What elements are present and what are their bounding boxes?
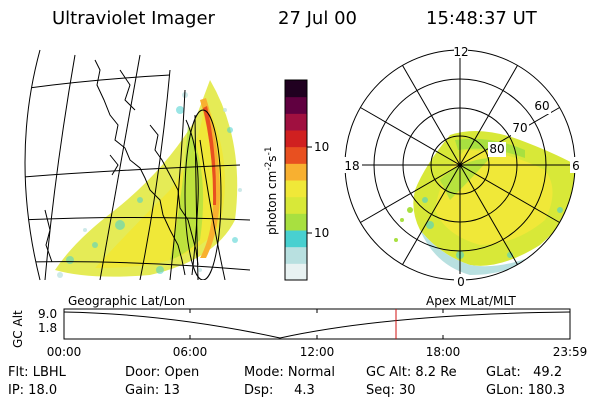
- timeline-axis-label: GC Alt: [11, 310, 25, 348]
- altitude-timeline: GC Alt 9.0 1.8 00:00 06:00 12:00 18:00 2…: [11, 307, 588, 359]
- colorbar-swatch: [285, 180, 307, 198]
- gain-value: Gain: 13: [125, 383, 180, 398]
- timeline-xtick-0000: 00:00: [47, 345, 82, 359]
- mlt-label-12: 12: [453, 45, 468, 59]
- polar-mlt-spokes: [345, 50, 575, 280]
- colorbar-label-10: 10: [314, 226, 329, 240]
- colorbar-swatch: [285, 230, 307, 248]
- sequence-value: Seq: 30: [366, 383, 416, 398]
- ip-value: IP: 18.0: [8, 383, 58, 398]
- colorbar-swatch: [285, 246, 307, 264]
- colorbar-label-100: 100: [314, 140, 330, 154]
- mode-value: Mode: Normal: [244, 365, 335, 380]
- colorbar-swatch: [285, 263, 307, 281]
- geographic-panel-label: Geographic Lat/Lon: [68, 294, 186, 308]
- geo-limb: [24, 49, 41, 281]
- geo-coastlines: [44, 59, 199, 276]
- timeline-xtick-1200: 12:00: [300, 345, 335, 359]
- mlat-label-60: 60: [534, 99, 549, 113]
- observation-date: 27 Jul 00: [278, 8, 357, 29]
- geo-longitude-grid: [44, 54, 226, 280]
- colorbar-swatch: [285, 130, 307, 148]
- colorbar-unit-label: photon cm-2s-1: [264, 146, 279, 235]
- dsp-value: Dsp: 4.3: [244, 383, 315, 398]
- colorbar-swatch: [285, 113, 307, 131]
- polar-aurora-emission: [394, 131, 575, 275]
- colorbar-gradient: [285, 80, 307, 281]
- geo-aurora-emission: [55, 80, 242, 278]
- mlt-label-18: 18: [344, 159, 359, 173]
- colorbar-swatch: [285, 196, 307, 214]
- polar-map: 12 18 6 0 60 70 80: [342, 44, 582, 289]
- timeline-xtick-1800: 18:00: [426, 345, 461, 359]
- altitude-curve: [63, 311, 571, 339]
- mlat-label-80: 80: [489, 142, 504, 156]
- mlt-label-6: 6: [572, 159, 580, 173]
- glon-value: GLon: 180.3: [486, 383, 566, 398]
- colorbar: 100 10 photon cm-2s-1: [264, 79, 330, 281]
- timeline-xtick-0600: 06:00: [173, 345, 208, 359]
- colorbar-swatch: [285, 80, 307, 98]
- colorbar-swatch: [285, 96, 307, 114]
- timeline-ytick-9: 9.0: [38, 307, 57, 321]
- gc-altitude-value: GC Alt: 8.2 Re: [366, 365, 457, 380]
- colorbar-swatch: [285, 163, 307, 181]
- geographic-map: [24, 49, 250, 281]
- apex-panel-label: Apex MLat/MLT: [426, 294, 516, 308]
- instrument-title: Ultraviolet Imager: [52, 8, 215, 29]
- colorbar-swatch: [285, 146, 307, 164]
- filter-value: Flt: LBHL: [8, 365, 66, 380]
- mlat-label-70: 70: [512, 121, 527, 135]
- colorbar-swatch: [285, 213, 307, 231]
- mlt-label-0: 0: [457, 275, 465, 289]
- timeline-ytick-1.8: 1.8: [38, 321, 57, 335]
- timeline-xtick-2359: 23:59: [553, 345, 588, 359]
- glat-value: GLat: 49.2: [486, 365, 563, 380]
- door-value: Door: Open: [125, 365, 200, 380]
- observation-time: 15:48:37 UT: [426, 8, 537, 29]
- colorbar-frame: [284, 79, 308, 281]
- geo-terminator: [184, 109, 222, 280]
